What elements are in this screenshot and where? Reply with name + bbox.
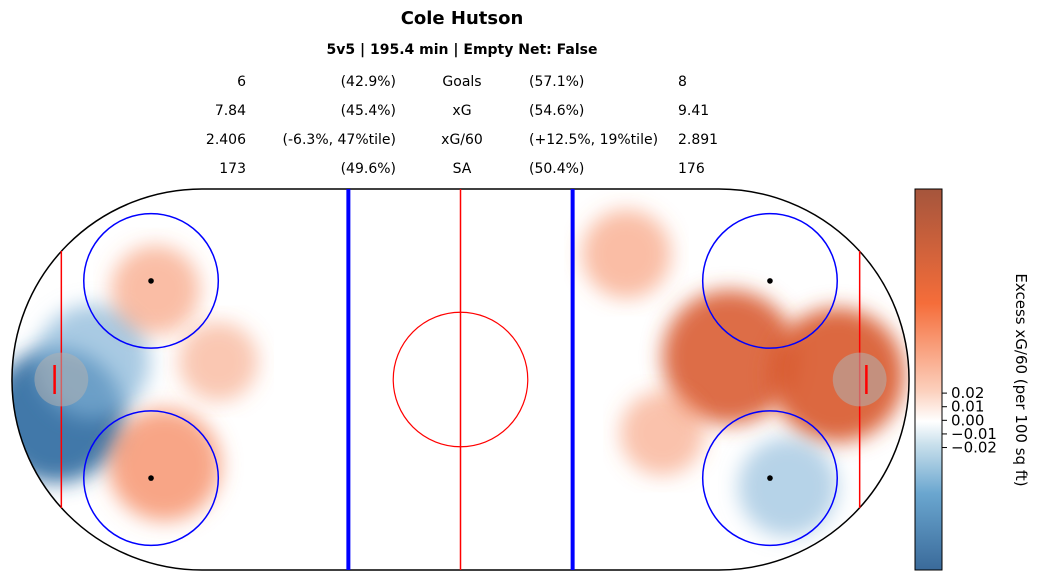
stat-right-pct: (50.4%) xyxy=(529,161,585,177)
stat-left: 2.406 xyxy=(205,132,246,148)
stat-right-pct: (54.6%) xyxy=(529,103,585,119)
chart-title: Cole Hutson xyxy=(400,8,524,29)
stat-left-pct: (42.9%) xyxy=(340,74,396,90)
colorbar-tick-label: −0.02 xyxy=(951,439,997,457)
colorbar-tick-label: −0.01 xyxy=(951,425,997,443)
heat-hotspot xyxy=(108,408,221,522)
colorbar-label: Excess xG/60 (per 100 sq ft) xyxy=(1012,273,1030,486)
colorbar: 0.020.010.00−0.01−0.02 Excess xG/60 (per … xyxy=(914,188,1030,571)
stat-right: 9.41 xyxy=(678,103,710,119)
stat-right: 8 xyxy=(678,74,687,90)
stat-label: SA xyxy=(452,161,472,177)
heat-hotspot xyxy=(620,391,705,476)
colorbar-tick-label: 0.01 xyxy=(951,398,984,416)
stat-right: 176 xyxy=(678,161,705,177)
faceoff-dot xyxy=(767,278,773,284)
stat-right: 2.891 xyxy=(678,132,719,148)
stat-label: xG/60 xyxy=(441,132,483,148)
stat-left-pct: (-6.3%, 47%tile) xyxy=(282,132,396,148)
stat-label: xG xyxy=(452,103,472,119)
heat-hotspot xyxy=(178,321,259,402)
right-crease xyxy=(832,352,887,407)
heat-hotspot xyxy=(111,245,201,335)
faceoff-circle xyxy=(701,410,838,547)
colorbar-gradient xyxy=(914,188,943,571)
faceoff-dot xyxy=(148,475,154,481)
rink-lines xyxy=(11,188,910,571)
heat-layer xyxy=(12,209,905,537)
faceoff-circle xyxy=(83,410,220,547)
left-crease xyxy=(34,352,89,407)
faceoff-circle xyxy=(83,212,220,349)
chart-subtitle: 5v5 | 195.4 min | Empty Net: False xyxy=(326,42,598,58)
colorbar-tick-label: 0.00 xyxy=(951,411,984,429)
faceoff-dot xyxy=(148,278,154,284)
stat-left: 7.84 xyxy=(214,103,246,119)
stat-left: 173 xyxy=(219,161,246,177)
stat-left-pct: (49.6%) xyxy=(340,161,396,177)
heat-hotspot xyxy=(581,209,671,299)
faceoff-circle xyxy=(701,212,838,349)
center-circle xyxy=(392,311,529,448)
stat-label: Goals xyxy=(442,74,482,90)
colorbar-tick-label: 0.02 xyxy=(951,384,984,402)
stat-left: 6 xyxy=(237,74,246,90)
faceoff-dot xyxy=(767,475,773,481)
stat-right-pct: (+12.5%, 19%tile) xyxy=(529,132,659,148)
heat-hotspot xyxy=(662,289,797,425)
stat-left-pct: (45.4%) xyxy=(340,103,396,119)
stat-right-pct: (57.1%) xyxy=(529,74,585,90)
heat-hotspot xyxy=(738,437,838,537)
